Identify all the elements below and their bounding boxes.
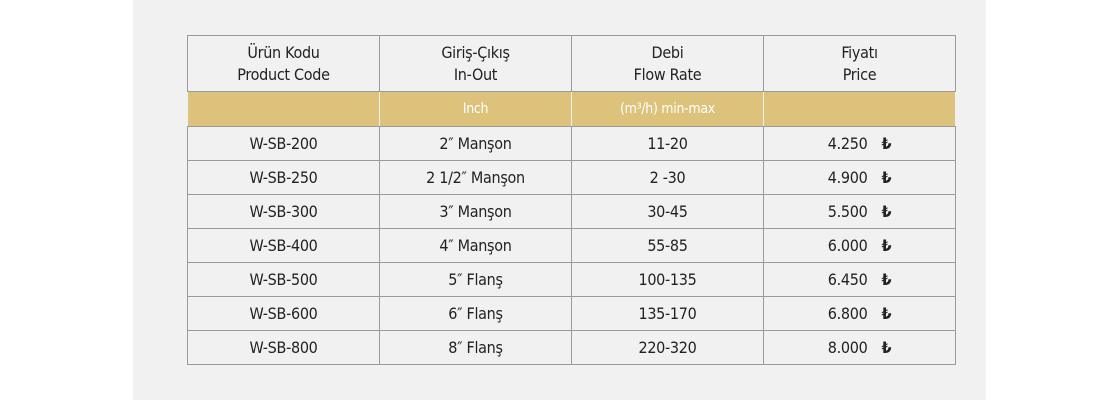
header-en: In-Out [453, 64, 498, 84]
lira-icon: ₺ [881, 270, 892, 289]
unit-cell [763, 91, 956, 127]
price-table: Ürün Kodu Product Code Giriş-Çıkış In-Out … [187, 35, 956, 365]
product-code: W-SB-250 [187, 160, 380, 195]
flow-rate: 2 -30 [571, 160, 764, 195]
lira-icon: ₺ [881, 304, 892, 323]
table-row: W-SB-400 4″ Manşon 55-85 6.000 ₺ [187, 228, 956, 263]
table-row: W-SB-250 2 1/2″ Manşon 2 -30 4.900 ₺ [187, 160, 956, 195]
header-in-out: Giriş-Çıkış In-Out [379, 35, 572, 92]
product-code: W-SB-300 [187, 194, 380, 229]
in-out: 2 1/2″ Manşon [379, 160, 572, 195]
header-tr: Giriş-Çıkış [441, 42, 510, 62]
units-row: Inch (m³/h) min-max [187, 91, 956, 127]
flow-rate: 55-85 [571, 228, 764, 263]
lira-icon: ₺ [881, 202, 892, 221]
price: 5.500 [827, 202, 868, 221]
in-out: 6″ Flanş [379, 296, 572, 331]
unit-cell: Inch [379, 91, 572, 127]
price: 4.900 [827, 168, 868, 187]
header-en: Price [842, 64, 877, 84]
product-code: W-SB-600 [187, 296, 380, 331]
price-cell: 6.800 ₺ [763, 296, 956, 331]
table-row: W-SB-500 5″ Flanş 100-135 6.450 ₺ [187, 262, 956, 297]
price: 8.000 [827, 338, 868, 357]
product-code: W-SB-500 [187, 262, 380, 297]
in-out: 5″ Flanş [379, 262, 572, 297]
flow-rate: 30-45 [571, 194, 764, 229]
product-code: W-SB-400 [187, 228, 380, 263]
price-cell: 5.500 ₺ [763, 194, 956, 229]
in-out: 4″ Manşon [379, 228, 572, 263]
unit-cell [187, 91, 380, 127]
lira-icon: ₺ [881, 168, 892, 187]
header-tr: Ürün Kodu [247, 42, 320, 62]
price: 4.250 [827, 134, 868, 153]
header-tr: Fiyatı [841, 42, 878, 62]
unit-cell: (m³/h) min-max [571, 91, 764, 127]
in-out: 3″ Manşon [379, 194, 572, 229]
flow-rate: 11-20 [571, 126, 764, 161]
table-row: W-SB-200 2″ Manşon 11-20 4.250 ₺ [187, 126, 956, 161]
lira-icon: ₺ [881, 338, 892, 357]
in-out: 2″ Manşon [379, 126, 572, 161]
price: 6.450 [827, 270, 868, 289]
table-row: W-SB-800 8″ Flanş 220-320 8.000 ₺ [187, 330, 956, 365]
flow-rate: 100-135 [571, 262, 764, 297]
price-cell: 8.000 ₺ [763, 330, 956, 365]
header-tr: Debi [651, 42, 684, 62]
header-en: Flow Rate [633, 64, 702, 84]
price: 6.800 [827, 304, 868, 323]
in-out: 8″ Flanş [379, 330, 572, 365]
header-price: Fiyatı Price [763, 35, 956, 92]
lira-icon: ₺ [881, 134, 892, 153]
lira-icon: ₺ [881, 236, 892, 255]
price-cell: 4.250 ₺ [763, 126, 956, 161]
table-row: W-SB-600 6″ Flanş 135-170 6.800 ₺ [187, 296, 956, 331]
header-en: Product Code [237, 64, 330, 84]
header-product-code: Ürün Kodu Product Code [187, 35, 380, 92]
flow-rate: 220-320 [571, 330, 764, 365]
header-row: Ürün Kodu Product Code Giriş-Çıkış In-Out … [187, 35, 956, 92]
flow-rate: 135-170 [571, 296, 764, 331]
price-cell: 4.900 ₺ [763, 160, 956, 195]
price-cell: 6.450 ₺ [763, 262, 956, 297]
table-row: W-SB-300 3″ Manşon 30-45 5.500 ₺ [187, 194, 956, 229]
product-code: W-SB-200 [187, 126, 380, 161]
price: 6.000 [827, 236, 868, 255]
header-flow-rate: Debi Flow Rate [571, 35, 764, 92]
product-code: W-SB-800 [187, 330, 380, 365]
price-cell: 6.000 ₺ [763, 228, 956, 263]
